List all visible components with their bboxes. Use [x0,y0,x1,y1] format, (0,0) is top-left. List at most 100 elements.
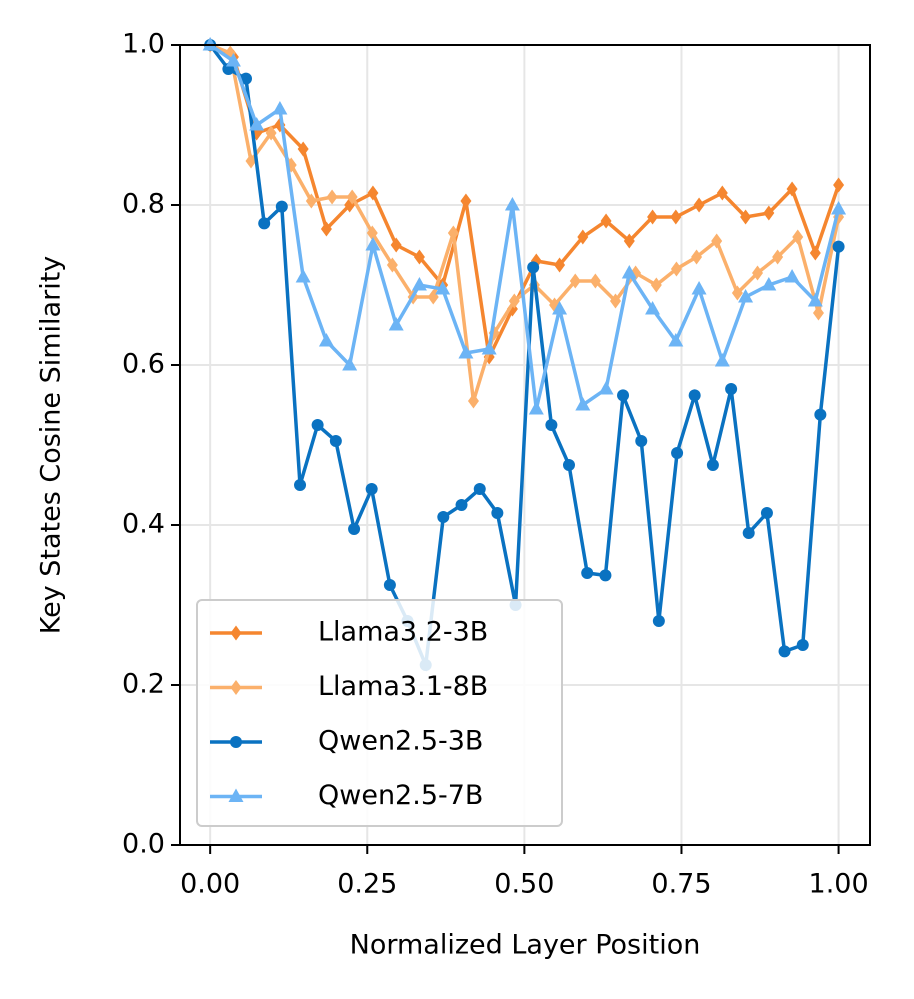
marker [569,273,581,289]
marker [365,483,378,495]
marker [366,225,378,241]
marker [297,141,309,157]
marker [796,639,809,651]
marker [714,353,730,367]
marker [725,383,738,395]
marker [784,269,800,283]
marker [320,221,332,237]
marker [245,153,257,169]
marker [652,615,665,627]
marker [807,293,823,307]
marker [792,229,804,245]
marker [833,177,845,193]
series-line [209,43,841,410]
marker [230,680,242,695]
x-tick-label: 0.75 [651,869,711,900]
marker [326,189,338,205]
marker [460,193,472,209]
marker [650,277,662,293]
marker [742,527,755,539]
marker [230,625,242,641]
marker [577,229,589,245]
marker [272,101,288,115]
marker [814,408,827,421]
marker [473,483,486,495]
series-line [208,43,841,672]
marker [504,197,520,211]
marker [598,381,614,395]
marker [645,301,661,315]
marker [413,249,425,265]
legend-label: Qwen2.5-3B [318,726,483,757]
marker [365,237,381,251]
marker [491,507,504,519]
marker [295,269,311,283]
marker [437,511,450,523]
marker [688,389,701,402]
marker [527,261,540,274]
marker [552,301,568,315]
marker [383,579,396,591]
marker [706,459,719,471]
y-tick-label: 0.4 [122,509,165,540]
marker [693,197,705,213]
marker [621,265,637,279]
marker [275,200,288,213]
marker [581,567,594,579]
marker [617,389,630,402]
series-line [209,43,841,363]
marker [575,397,591,411]
marker [600,213,612,229]
marker [562,459,575,471]
marker [329,435,342,447]
marker [635,435,648,447]
legend-label: Llama3.2-3B [318,617,488,648]
marker [731,285,743,301]
marker [670,209,682,225]
marker [763,205,775,221]
marker [342,357,358,371]
marker [265,125,277,141]
y-axis-label: Key States Cosine Similarity [36,256,67,635]
marker [348,523,361,535]
marker [671,447,684,459]
marker [738,289,754,303]
plot-frame [179,44,871,846]
marker [305,193,317,209]
marker [386,257,398,273]
marker [778,645,791,658]
marker [447,225,459,241]
marker [202,37,218,51]
marker [711,233,723,249]
marker [258,217,271,230]
marker [225,53,241,67]
marker [609,293,621,309]
marker [716,185,728,201]
x-tick-label: 0.25 [337,869,397,900]
y-tick-label: 1.0 [122,29,165,60]
legend-label: Qwen2.5-7B [318,780,483,811]
y-tick-label: 0.6 [122,349,165,380]
marker [740,209,752,225]
x-tick-label: 0.00 [180,869,240,900]
marker [508,293,520,309]
marker [623,233,635,249]
marker [230,736,242,748]
marker [589,273,601,289]
marker [455,499,468,511]
marker [388,317,404,331]
marker [239,72,252,85]
marker [760,507,773,519]
marker [832,240,845,253]
marker [367,185,379,201]
marker [554,257,566,273]
marker [318,333,334,347]
legend-label: Llama3.1-8B [318,671,488,702]
y-tick-label: 0.8 [122,189,165,220]
marker [668,333,684,347]
marker [435,281,451,295]
marker [481,341,497,355]
marker [812,305,824,321]
